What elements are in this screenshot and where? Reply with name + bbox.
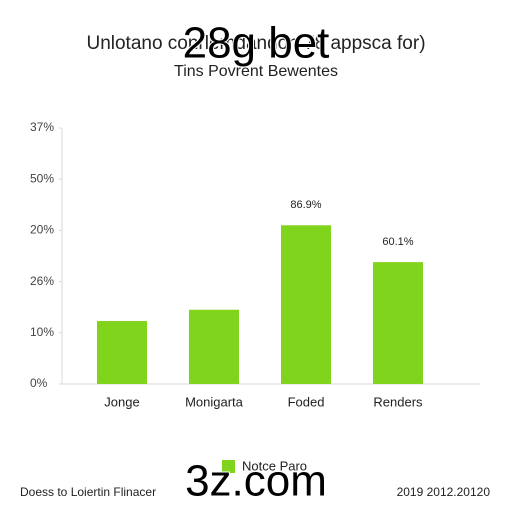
annotation: 86.9% — [290, 199, 321, 211]
bar — [97, 321, 147, 384]
y-tick-label: 50% — [30, 171, 54, 185]
watermark: 28g bet — [183, 19, 330, 68]
footer-left: Doess to Loiertin Flinacer — [20, 485, 156, 499]
y-tick-label: 0% — [30, 376, 48, 390]
y-tick-label: 20% — [30, 223, 54, 237]
x-tick-label: Monigarta — [185, 394, 244, 409]
watermark: 3z.com — [185, 457, 327, 506]
legend-label: Notce Paro — [242, 458, 307, 473]
x-tick-label: Jonge — [104, 394, 139, 409]
legend-swatch — [222, 460, 235, 473]
chart-title: Unlotano conrlemdandon 78 appsca for) — [86, 33, 425, 54]
chart-subtitle: Tins Povrent Bewentes — [174, 63, 338, 80]
bar — [373, 262, 423, 384]
bar — [189, 309, 239, 384]
footer-right: 2019 2012.20120 — [397, 485, 491, 499]
y-tick-label: 37% — [30, 120, 54, 134]
x-tick-label: Renders — [373, 394, 423, 409]
bar — [281, 225, 331, 384]
annotation: 60.1% — [382, 236, 413, 248]
y-tick-label: 26% — [30, 274, 54, 288]
x-tick-label: Foded — [288, 394, 325, 409]
y-tick-label: 10% — [30, 325, 54, 339]
